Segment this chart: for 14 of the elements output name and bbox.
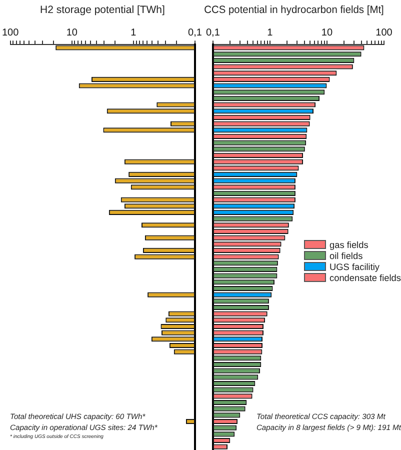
x-tick-label: 100 bbox=[376, 27, 393, 38]
x-tick-label: 1 bbox=[130, 27, 137, 38]
chart-title: H2 storage potential [TWh] bbox=[40, 4, 166, 16]
legend-label: gas fields bbox=[329, 240, 368, 250]
legend-label: condensate fields bbox=[329, 272, 401, 283]
x-tick-label: 10 bbox=[321, 27, 333, 38]
legend-label: oil fields bbox=[329, 250, 363, 261]
legend-label: UGS facilitiy bbox=[329, 262, 380, 272]
x-tick-label: 0,1 bbox=[188, 27, 202, 38]
x-tick-label: 100 bbox=[2, 27, 20, 38]
x-tick-label: 0,1 bbox=[206, 27, 220, 38]
x-tick-label: 1 bbox=[267, 27, 274, 38]
x-tick-label: 10 bbox=[66, 27, 78, 38]
chart-title: CCS potential in hydrocarbon fields [Mt] bbox=[204, 5, 384, 16]
